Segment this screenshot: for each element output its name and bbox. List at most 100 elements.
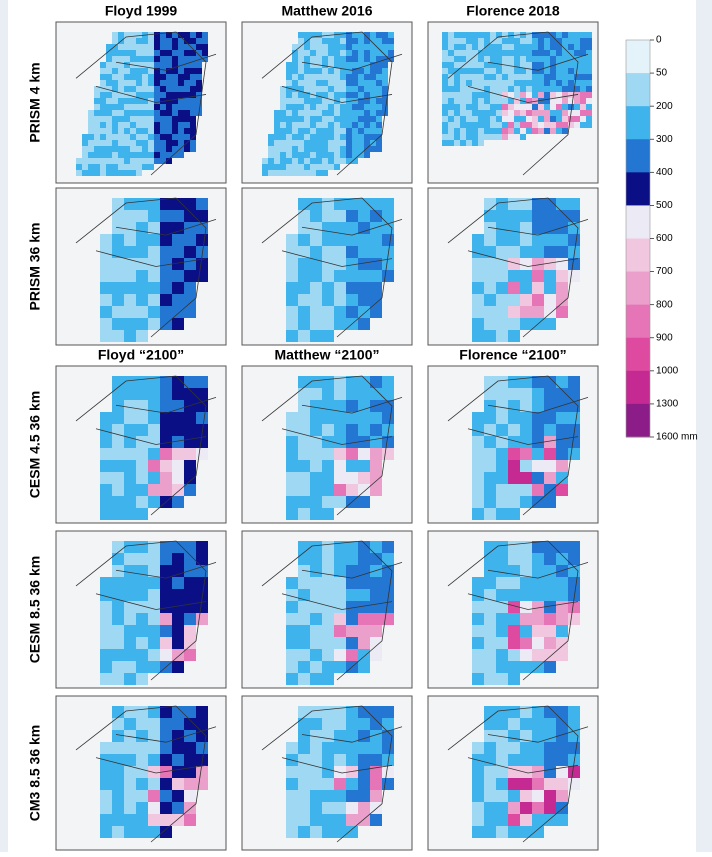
map-cell (322, 448, 334, 460)
map-cell (556, 436, 568, 448)
map-cell (310, 164, 316, 170)
map-cell (100, 577, 112, 589)
map-cell (142, 80, 148, 86)
map-cell (196, 742, 208, 754)
map-cell (454, 86, 460, 92)
map-cell (100, 661, 112, 673)
map-cell (298, 110, 304, 116)
map-cell (448, 122, 454, 128)
map-cell (268, 146, 274, 152)
map-cell (490, 134, 496, 140)
map-cell (178, 152, 184, 158)
map-cell (136, 625, 148, 637)
map-cell (460, 80, 466, 86)
map-cell (136, 472, 148, 484)
map-cell (310, 589, 322, 601)
map-cell (184, 601, 196, 613)
map-cell (190, 98, 196, 104)
map-cell (178, 44, 184, 50)
map-cell (136, 246, 148, 258)
map-cell (502, 116, 508, 122)
map-cell (154, 74, 160, 80)
colorbar-segment (626, 73, 650, 107)
map-cell (376, 116, 382, 122)
map-cell (352, 38, 358, 44)
map-cell (298, 448, 310, 460)
map-cell (364, 140, 370, 146)
map-cell (478, 38, 484, 44)
map-cell (334, 625, 346, 637)
map-cell (496, 814, 508, 826)
map-cell (106, 122, 112, 128)
map-cell (484, 44, 490, 50)
map-cell (160, 62, 166, 68)
map-cell (370, 68, 376, 74)
map-cell (160, 74, 166, 80)
map-cell (472, 140, 478, 146)
map-cell (538, 38, 544, 44)
map-cell (520, 577, 532, 589)
map-cell (328, 110, 334, 116)
map-cell (100, 472, 112, 484)
map-cell (184, 74, 190, 80)
map-cell (298, 170, 304, 176)
map-cell (178, 68, 184, 74)
map-cell (352, 110, 358, 116)
map-cell (454, 128, 460, 134)
map-cell (286, 80, 292, 86)
map-cell (334, 306, 346, 318)
map-cell (502, 98, 508, 104)
map-cell (484, 496, 496, 508)
map-cell (346, 424, 358, 436)
map-cell (562, 32, 568, 38)
map-cell (580, 104, 586, 110)
map-cell (160, 158, 166, 164)
map-cell (172, 754, 184, 766)
map-cell (496, 128, 502, 134)
map-cell (184, 306, 196, 318)
map-cell (100, 613, 112, 625)
map-cell (364, 56, 370, 62)
map-cell (172, 766, 184, 778)
map-cell (520, 814, 532, 826)
map-cell (304, 32, 310, 38)
map-cell (124, 140, 130, 146)
map-cell (460, 62, 466, 68)
map-cell (124, 484, 136, 496)
map-cell (532, 282, 544, 294)
map-cell (370, 50, 376, 56)
map-cell (358, 104, 364, 110)
map-cell (310, 110, 316, 116)
map-cell (190, 62, 196, 68)
map-cell (478, 92, 484, 98)
map-cell (508, 62, 514, 68)
map-cell (334, 448, 346, 460)
map-cell (148, 766, 160, 778)
map-cell (184, 778, 196, 790)
map-cell (544, 222, 556, 234)
map-cell (370, 80, 376, 86)
map-cell (160, 282, 172, 294)
map-cell (334, 128, 340, 134)
map-cell (496, 448, 508, 460)
map-cell (322, 158, 328, 164)
map-cell (346, 649, 358, 661)
map-cell (448, 62, 454, 68)
map-cell (376, 122, 382, 128)
map-cell (124, 122, 130, 128)
map-cell (556, 222, 568, 234)
map-cell (520, 122, 526, 128)
map-cell (160, 460, 172, 472)
map-cell (154, 38, 160, 44)
map-cell (532, 400, 544, 412)
page-edge (0, 0, 8, 852)
map-cell (334, 38, 340, 44)
map-cell (310, 814, 322, 826)
map-cell (310, 577, 322, 589)
map-cell (112, 460, 124, 472)
map-cell (172, 222, 184, 234)
map-cell (298, 258, 310, 270)
map-cell (160, 778, 172, 790)
map-cell (130, 170, 136, 176)
map-cell (316, 104, 322, 110)
